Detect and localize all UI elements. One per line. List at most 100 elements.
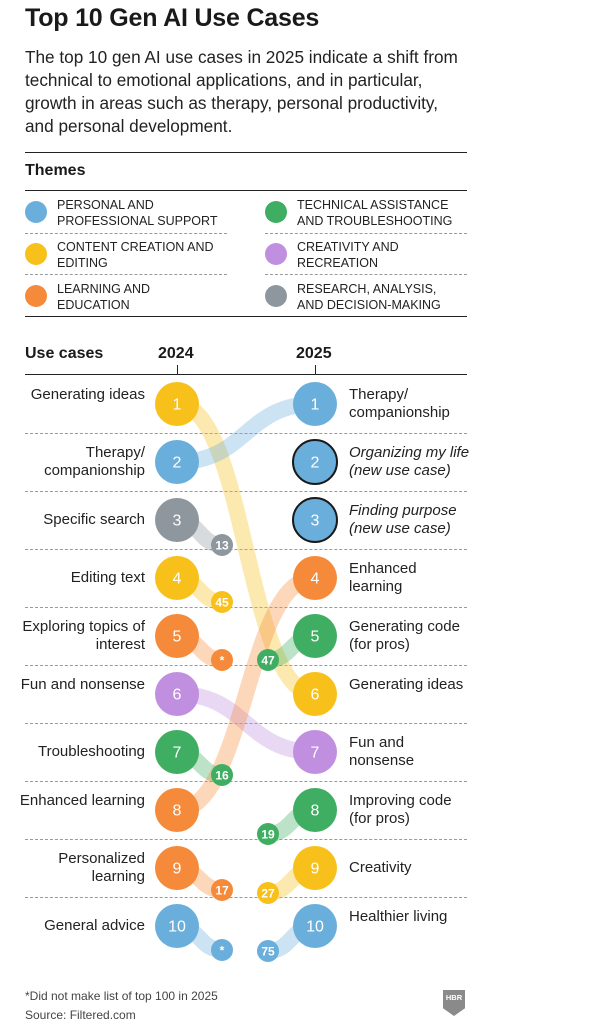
row-separator [25, 897, 467, 898]
use-case-2025-label: Finding purpose (new use case) [349, 502, 457, 537]
rank-number: 8 [173, 803, 182, 820]
rank-number: 2 [173, 455, 182, 472]
node-2025 [293, 556, 337, 600]
entry-marker [257, 940, 279, 962]
legend-dot [25, 243, 47, 265]
use-case-2025-label: Improving code (for pros) [349, 792, 452, 827]
fell-off-marker [211, 939, 233, 961]
legend-label: Technical assistance and troubleshooting [297, 198, 453, 228]
footnote: *Did not make list of top 100 in 2025 [25, 989, 218, 1003]
rank-2025-label: 13 [215, 539, 229, 553]
page-title: Top 10 Gen AI Use Cases [25, 4, 320, 32]
node-2024 [155, 440, 199, 484]
rank-number: 9 [311, 861, 320, 878]
node-2024 [155, 614, 199, 658]
rank-2025-label: 16 [215, 769, 229, 783]
use-case-2024-label: Troubleshooting [37, 743, 145, 760]
node-2025 [293, 904, 337, 948]
rank-number: 7 [311, 745, 320, 762]
use-case-2024-label: Specific search [43, 511, 145, 528]
node-2024 [155, 382, 199, 426]
rank-number: 5 [311, 629, 320, 646]
node-2025 [292, 439, 338, 485]
node-2024 [155, 556, 199, 600]
node-2024 [155, 788, 199, 832]
entry-marker [257, 823, 279, 845]
rank-number: 1 [173, 397, 182, 414]
legend-label: Creativity and recreation [297, 240, 399, 270]
legend-dot [25, 285, 47, 307]
rank-number: 4 [173, 571, 182, 588]
use-case-2024-label: Exploring topics of interest [22, 618, 145, 653]
tick [315, 365, 316, 375]
rank-2025-label: 17 [215, 884, 229, 898]
row-separator [25, 491, 467, 492]
rank-number: 4 [311, 571, 320, 588]
rank-2024-label: 47 [261, 654, 275, 668]
rank-number: 5 [173, 629, 182, 646]
divider [265, 274, 467, 275]
fell-off-marker [211, 591, 233, 613]
year-2024-heading: 2024 [158, 345, 194, 362]
row-separator [25, 723, 467, 724]
rank-number: 7 [173, 745, 182, 762]
legend-dot [265, 243, 287, 265]
node-2025 [292, 497, 338, 543]
row-separator [25, 665, 467, 666]
rank-number: 2 [311, 455, 320, 472]
use-case-2025-label: Therapy/ companionship [349, 386, 450, 421]
divider [265, 233, 467, 234]
legend-label: Personal and professional support [57, 198, 218, 228]
node-2025 [293, 382, 337, 426]
use-case-2024-label: Personalized learning [58, 850, 145, 885]
rank-number: 10 [306, 919, 324, 936]
use-case-2024-label: Generating ideas [30, 386, 145, 403]
node-2025 [293, 730, 337, 774]
flow-line [169, 396, 323, 702]
row-separator [25, 839, 467, 840]
fell-off-marker [211, 649, 233, 671]
rank-2024-label: 75 [261, 945, 275, 959]
legend-label: Learning and education [57, 282, 151, 312]
legend-dot [265, 201, 287, 223]
node-2025 [293, 846, 337, 890]
divider [25, 152, 467, 153]
rank-number: 3 [311, 513, 320, 530]
use-case-2024-label: Editing text [70, 569, 145, 586]
use-cases-heading: Use cases [25, 345, 104, 362]
entry-marker [257, 649, 279, 671]
legend-dot [25, 201, 47, 223]
node-2024 [155, 904, 199, 948]
divider [25, 274, 227, 275]
source: Source: Filtered.com [25, 1008, 136, 1022]
node-2024 [155, 498, 199, 542]
use-case-2024-label: Enhanced learning [19, 792, 145, 809]
use-case-2025-label: Enhanced learning [349, 560, 417, 595]
node-2024 [155, 730, 199, 774]
node-2025 [293, 614, 337, 658]
rank-2024-label: 27 [261, 887, 275, 901]
rank-2025-label: * [220, 654, 225, 668]
divider [25, 316, 467, 317]
legend-label: Research, analysis, and decision-making [297, 282, 441, 312]
row-separator [25, 433, 467, 434]
fell-off-marker [211, 534, 233, 556]
use-case-2025-label: Generating code (for pros) [349, 618, 460, 653]
legend-dot [265, 285, 287, 307]
themes-heading: Themes [25, 162, 86, 179]
hbr-logo: HBR [443, 990, 465, 1016]
legend-label: Content creation and editing [57, 240, 214, 270]
row-separator [25, 607, 467, 608]
year-2025-heading: 2025 [296, 345, 332, 362]
entry-marker [257, 882, 279, 904]
node-2024 [155, 846, 199, 890]
fell-off-marker [211, 879, 233, 901]
node-2024 [155, 672, 199, 716]
use-case-2025-label: Creativity [349, 859, 412, 876]
rank-number: 6 [311, 687, 320, 704]
rank-number: 3 [173, 513, 182, 530]
use-case-2024-label: Therapy/ companionship [44, 444, 145, 479]
divider [25, 374, 467, 375]
fell-off-marker [211, 764, 233, 786]
